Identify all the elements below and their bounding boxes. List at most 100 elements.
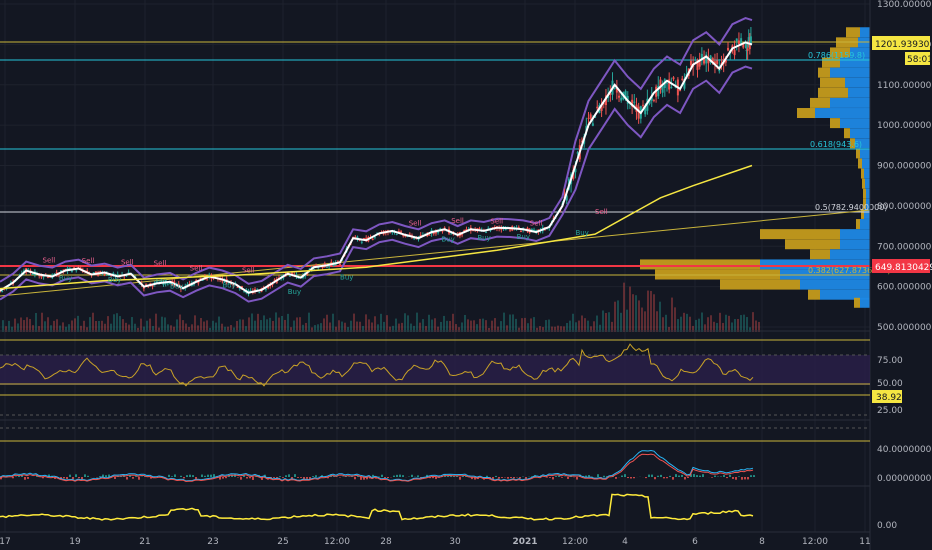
volume-bar xyxy=(680,316,682,332)
macd-hist-bar xyxy=(303,477,305,480)
volume-bar xyxy=(191,324,193,332)
volume-bar xyxy=(590,326,592,332)
macd-hist-bar xyxy=(585,475,587,477)
volume-bar xyxy=(203,321,205,332)
fib-label: 0.618(943.6) xyxy=(810,140,862,149)
candle-body xyxy=(657,85,660,97)
volume-bar xyxy=(383,321,385,332)
volume-bar xyxy=(179,314,181,332)
macd-hist-bar xyxy=(666,477,668,479)
candle-body xyxy=(73,267,76,269)
macd-hist-bar xyxy=(429,477,431,479)
profile-bar-gold xyxy=(810,97,830,108)
candle-body xyxy=(336,260,339,262)
macd-hist-bar xyxy=(255,476,257,477)
candle-body xyxy=(232,283,235,286)
candle-body xyxy=(618,95,621,98)
candle-body xyxy=(642,104,645,106)
volume-bar xyxy=(122,319,124,332)
macd-hist-bar xyxy=(108,474,110,477)
macd-hist-bar xyxy=(27,477,29,479)
volume-bar xyxy=(62,322,64,332)
volume-bar xyxy=(599,324,601,332)
time-tick: 28 xyxy=(380,537,392,547)
profile-bar-gold xyxy=(862,178,865,189)
time-axis[interactable]: 17 19 21 23 25 12:00 28 30 2021 12:00 4 6 8 12:00 11 xyxy=(0,537,871,547)
volume-bar xyxy=(254,320,256,332)
volume-bar xyxy=(524,317,526,332)
volume-bar xyxy=(494,318,496,332)
macd-hist-bar xyxy=(687,477,689,478)
volume-bar xyxy=(101,320,103,332)
macd-hist-bar xyxy=(660,474,662,477)
profile-bar-gold xyxy=(846,27,860,38)
profile-bar-blue xyxy=(840,229,870,240)
candle-body xyxy=(749,36,752,46)
fib-label: 0.5(782.9400000) xyxy=(815,203,887,212)
volume-bar xyxy=(263,315,265,332)
volume-bar xyxy=(368,319,370,332)
candle-body xyxy=(360,241,363,243)
macd-hist-bar xyxy=(753,475,755,477)
volume-bar xyxy=(425,326,427,332)
volume-bar xyxy=(287,313,289,332)
macd-hist-bar xyxy=(741,477,743,480)
macd-hist-bar xyxy=(354,477,356,480)
macd-hist-bar xyxy=(735,477,737,480)
volume-bar xyxy=(380,313,382,332)
macd-hist-bar xyxy=(525,477,527,479)
volume-bar xyxy=(407,315,409,332)
volume-bar xyxy=(575,322,577,332)
time-tick: 8 xyxy=(759,537,765,547)
profile-bar-blue xyxy=(840,239,870,250)
volume-bar xyxy=(98,320,100,332)
volume-bar xyxy=(125,322,127,332)
macd-hist-bar xyxy=(243,475,245,477)
volume-bar xyxy=(587,320,589,332)
volume-bar xyxy=(236,320,238,332)
macd-hist-bar xyxy=(498,477,500,479)
countdown-tag-text: 58:01 xyxy=(907,55,932,65)
time-tick: 23 xyxy=(207,537,218,547)
macd-hist-bar xyxy=(678,475,680,477)
volume-bar xyxy=(644,311,646,332)
macd-hist-bar xyxy=(615,477,617,479)
sell-signal: Sell xyxy=(82,257,95,265)
volume-bar xyxy=(116,313,118,332)
macd-hist-bar xyxy=(21,475,23,477)
trendline xyxy=(0,209,871,297)
profile-bar-gold xyxy=(856,219,860,230)
profile-bar-blue xyxy=(845,77,870,88)
panel-separators xyxy=(0,0,871,550)
buy-signal: Buy xyxy=(222,281,235,289)
volume-bar xyxy=(572,313,574,332)
macd-hist-bar xyxy=(651,474,653,477)
macd-hist-bar xyxy=(645,477,647,479)
candle-body xyxy=(363,238,366,240)
macd-hist-bar xyxy=(132,477,134,479)
volume-bar xyxy=(428,314,430,332)
macd-hist-bar xyxy=(696,475,698,477)
candle-body xyxy=(713,61,716,64)
volume-bar xyxy=(212,320,214,332)
candle-body xyxy=(428,234,431,236)
volume-bar xyxy=(17,323,19,332)
candle-body xyxy=(0,291,1,293)
volume-bar xyxy=(200,318,202,332)
candle-body xyxy=(339,263,342,265)
volume-bar xyxy=(509,314,511,332)
volume-bar xyxy=(713,321,715,332)
osc-tick: 0.00 xyxy=(877,521,897,531)
candle-body xyxy=(681,78,684,80)
fib-label: 0.382(627.8736800) xyxy=(808,266,891,275)
volume-bar xyxy=(722,322,724,332)
macd-hist-bar xyxy=(261,477,263,480)
profile-bar-blue xyxy=(864,168,870,179)
volume-bar xyxy=(401,322,403,332)
profile-bar-gold xyxy=(818,87,848,98)
macd-hist-bar xyxy=(294,474,296,477)
candle-body xyxy=(273,279,276,282)
macd-hist-bar xyxy=(282,477,284,478)
time-tick: 2021 xyxy=(512,537,537,547)
